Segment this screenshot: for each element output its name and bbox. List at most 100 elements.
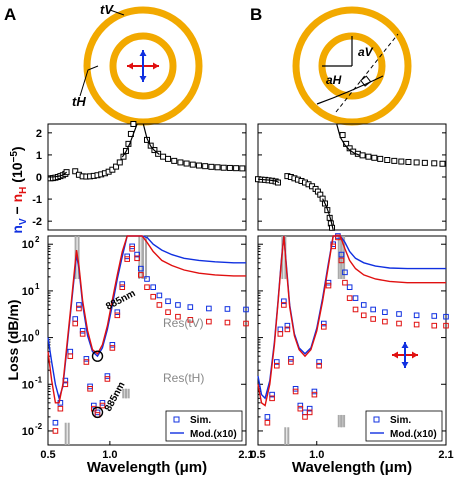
loss-data-point (187, 317, 194, 323)
loss-model-line (47, 235, 246, 404)
loss-data-point (382, 318, 388, 325)
top-data-point (72, 168, 79, 175)
outer-ring (83, 6, 203, 126)
top-y-axis-label-part: −5 (9, 151, 20, 163)
bottom-ytick-label: 10 (22, 286, 34, 298)
loss-data-point (352, 306, 359, 313)
loss-data-point (316, 359, 322, 365)
top-data-point (405, 158, 412, 165)
legend-box (365, 410, 443, 442)
annotation-res-th: Res(tH) (163, 371, 204, 385)
loss-data-point (87, 385, 93, 392)
top-y-axis-label-part: (10 (9, 162, 25, 186)
loss-model-line (257, 235, 446, 407)
loss-data-point (79, 327, 86, 334)
top-ytick-label: -1 (32, 194, 42, 206)
loss-data-point (83, 359, 90, 365)
top-data-point (398, 158, 405, 165)
bottom-ytick-label: 10 (22, 426, 34, 438)
loss-data-point (138, 265, 144, 272)
loss-data-point (352, 295, 359, 301)
loss-data-point (76, 305, 82, 312)
top-data-point (391, 157, 398, 164)
loss-data-point (144, 276, 150, 282)
top-y-axis-label: nV − nH (10−5) (9, 146, 29, 233)
loss-data-point (134, 255, 140, 262)
bottom-ytick-exp: 1 (35, 282, 40, 291)
panel-letter: B (250, 5, 262, 24)
loss-data-point (243, 320, 249, 327)
bottom-ytick-exp: 0 (35, 329, 40, 338)
blue-vertical-arrow-head (401, 342, 409, 348)
loss-data-point (156, 292, 163, 299)
label-tv: tV (100, 2, 114, 17)
loss-data-point (306, 405, 313, 412)
blue-vertical-arrow-head (401, 362, 409, 368)
top-data-point (384, 156, 391, 163)
bottom-ytick-exp: 2 (35, 235, 40, 244)
top-data-point (183, 160, 190, 167)
xtick-label: 1.0 (309, 449, 324, 461)
xtick-label: 2.1 (238, 449, 253, 461)
inner-ring (109, 32, 177, 100)
loss-data-point (90, 402, 97, 409)
loss-data-point (431, 322, 438, 329)
outer-ring (292, 6, 412, 126)
loss-data-point (338, 251, 345, 258)
loss-data-point (175, 313, 181, 320)
loss-data-point (277, 331, 284, 337)
top-data-point (165, 155, 172, 162)
loss-data-point (224, 319, 231, 326)
legend-sim-marker (173, 416, 180, 423)
loss-data-point (325, 282, 332, 289)
loss-data-point (360, 302, 367, 308)
top-data-point (365, 153, 372, 160)
loss-data-point (175, 302, 181, 308)
loss-data-point (129, 245, 135, 252)
loss-data-point (396, 311, 402, 317)
top-model-line (142, 123, 160, 155)
loss-data-point (443, 313, 449, 320)
loss-data-point (150, 293, 156, 300)
top-data-point (239, 165, 246, 172)
loss-data-point (165, 309, 171, 315)
bottom-ytick-label: 10 (22, 333, 34, 345)
loss-data-point (382, 309, 388, 315)
legend-sim-label: Sim. (190, 415, 211, 426)
loss-data-point (109, 342, 116, 348)
loss-data-point (104, 373, 111, 379)
loss-data-point (292, 388, 299, 395)
top-data-point (208, 163, 215, 170)
loss-data-point (443, 322, 449, 329)
loss-data-point (413, 321, 420, 328)
top-data-point (431, 160, 438, 167)
loss-data-point (346, 284, 353, 291)
red-horizontal-arrow-head (412, 351, 418, 359)
loss-data-point (76, 302, 82, 308)
label-ah: aH (326, 73, 342, 87)
panel-letter: A (4, 5, 16, 24)
loss-data-point (264, 414, 271, 420)
loss-data-point (150, 284, 156, 291)
top-data-point (116, 159, 123, 166)
top-model-line (257, 178, 280, 184)
loss-data-point (114, 309, 121, 315)
red-horizontal-arrow-head (153, 62, 159, 70)
circled-point (91, 406, 104, 419)
top-model-line (336, 123, 361, 156)
top-data-point (371, 154, 378, 161)
top-data-point (189, 161, 196, 168)
legend-sim-marker (373, 416, 380, 423)
top-y-axis-label-part: H (18, 187, 29, 194)
loss-data-point (109, 345, 116, 351)
legend-mod-label: Mod.(x10) (390, 429, 437, 440)
loss-data-point (306, 409, 313, 416)
loss-data-point (206, 318, 212, 325)
top-data-point (195, 162, 202, 169)
loss-data-point (224, 306, 231, 312)
top-ytick-label: -2 (32, 216, 42, 228)
loss-data-point (144, 284, 150, 291)
loss-data-point (413, 312, 420, 319)
